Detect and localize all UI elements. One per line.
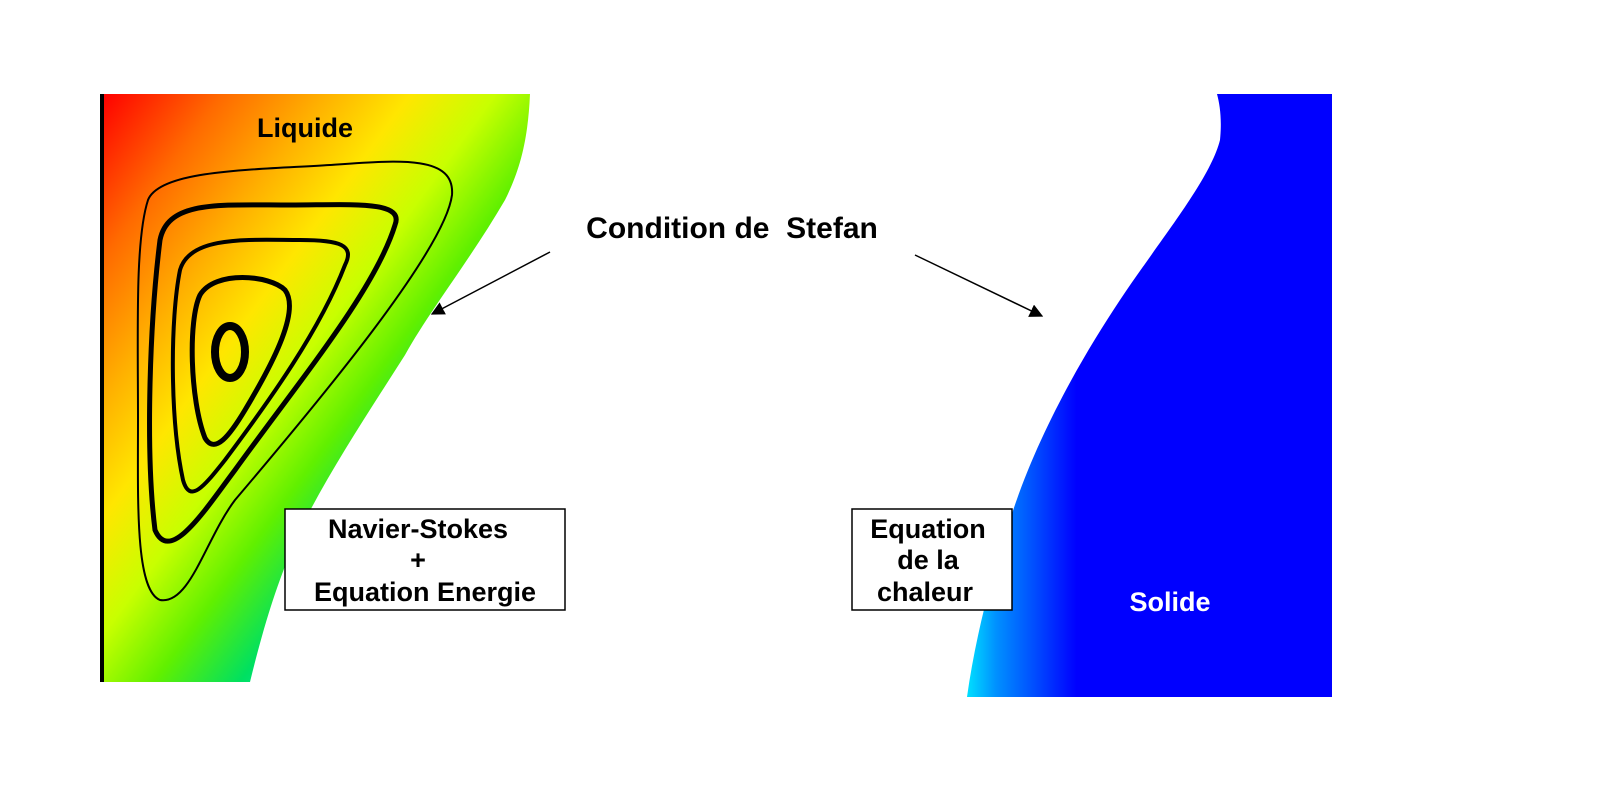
navier-stokes-text: Navier-Stokes — [328, 514, 508, 544]
streamline-outer — [136, 160, 454, 602]
liquid-domain: Liquide — [100, 94, 530, 682]
arrow-to-liquid-interface — [430, 251, 551, 315]
heat-equation-line1: Equation — [870, 514, 986, 544]
solid-equations-frame — [851, 508, 1013, 611]
solid-equations-box: Equation de la chaleur — [851, 508, 1013, 611]
energy-equation-text: Equation Energie — [314, 577, 536, 607]
streamline-3 — [170, 237, 350, 494]
solid-region — [967, 94, 1332, 697]
arrow-to-solid-interface — [914, 254, 1044, 317]
liquid-equations-frame — [284, 508, 566, 611]
left-wall — [100, 94, 104, 682]
streamlines — [136, 160, 454, 602]
liquid-label: Liquide — [257, 113, 353, 143]
plus-text: + — [410, 545, 426, 575]
streamline-4 — [189, 275, 292, 447]
liquid-equations-box: Navier-Stokes + Equation Energie — [284, 508, 566, 611]
stefan-condition-label: Condition de Stefan — [586, 212, 878, 245]
solid-label: Solide — [1129, 587, 1210, 617]
solid-domain: Solide — [967, 94, 1332, 697]
heat-equation-line3: chaleur — [877, 577, 974, 607]
heat-equation-line2: de la — [897, 545, 960, 575]
streamline-2 — [147, 202, 399, 544]
liquid-region — [103, 94, 530, 682]
vortex-core — [211, 322, 249, 382]
